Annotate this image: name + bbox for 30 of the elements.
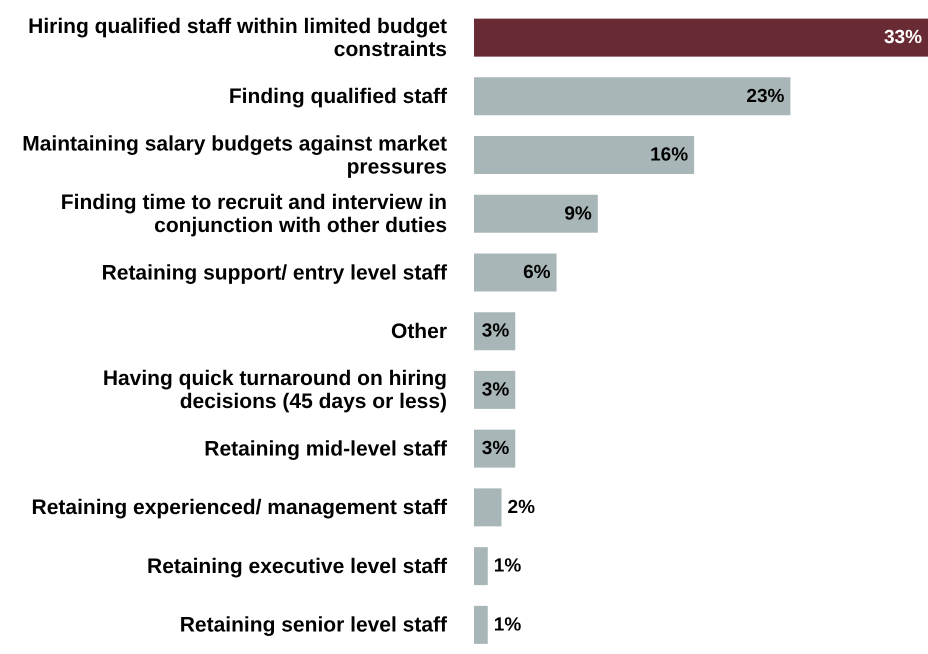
bar xyxy=(474,488,502,526)
y-tick-label: Retaining executive level staff xyxy=(147,554,448,578)
bar xyxy=(474,547,488,586)
bar xyxy=(474,253,557,292)
y-tick-label: Retaining mid-level staff xyxy=(204,436,448,460)
data-label: 33% xyxy=(884,27,922,48)
y-tick-label: Maintaining salary budgets against market pressures xyxy=(22,132,448,178)
data-label: 23% xyxy=(746,86,785,107)
data-label: 1% xyxy=(494,556,522,577)
bar xyxy=(474,18,928,57)
y-tick-label: Finding time to recruit and interview in conjunction with other duties xyxy=(60,190,448,237)
data-label: 16% xyxy=(650,144,688,166)
data-label: 1% xyxy=(494,614,522,636)
y-tick-label: Having quick turnaround on hiring decisions (45 days or less) xyxy=(102,366,448,413)
y-tick-label: Finding qualified staff xyxy=(228,84,448,108)
data-label: 3% xyxy=(482,438,510,460)
bar xyxy=(474,77,790,116)
y-tick-label: Retaining senior level staff xyxy=(180,613,448,636)
bar xyxy=(474,136,694,174)
data-label: 3% xyxy=(482,320,510,342)
data-label: 6% xyxy=(523,262,551,283)
bar xyxy=(474,194,598,233)
y-tick-label: Hiring qualified staff within limited budget constraints xyxy=(28,14,448,60)
y-tick-label: Other xyxy=(390,320,448,342)
data-label: 2% xyxy=(508,496,536,518)
y-tick-label: Retaining experienced/ management staff xyxy=(32,496,448,519)
data-label: 3% xyxy=(482,379,510,400)
y-tick-label: Retaining support/ entry level staff xyxy=(102,260,448,284)
bar xyxy=(474,606,488,644)
data-label: 9% xyxy=(564,203,592,224)
